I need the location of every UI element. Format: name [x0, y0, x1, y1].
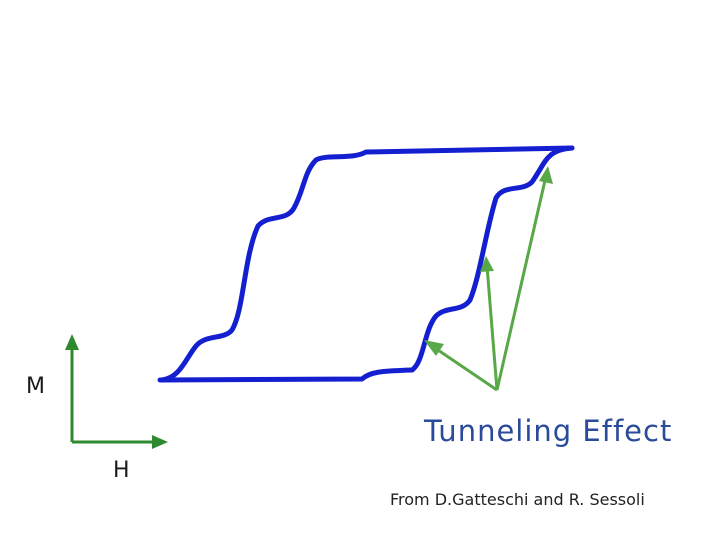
axes	[65, 334, 168, 449]
hysteresis-loop	[157, 145, 575, 383]
tunneling-arrows	[424, 166, 553, 392]
loop-left-branch	[159, 145, 575, 383]
m-axis-label: M	[26, 374, 45, 399]
tunneling-effect-label: Tunneling Effect	[424, 414, 673, 448]
tunneling-arrow-1	[431, 344, 498, 392]
h-axis-label: H	[113, 458, 130, 483]
tunneling-arrowhead-1	[424, 340, 444, 356]
m-axis-arrowhead	[65, 334, 79, 350]
h-axis-arrowhead	[152, 435, 168, 449]
credit-text: From D.Gatteschi and R. Sessoli	[390, 490, 645, 509]
tunneling-arrow-2	[485, 265, 499, 391]
tunneling-arrowhead-3	[539, 166, 553, 184]
tunneling-arrow-3	[495, 175, 548, 391]
loop-right-branch	[409, 145, 575, 373]
tunneling-arrowhead-2	[480, 256, 494, 272]
loop-bottom-branch	[157, 367, 415, 383]
